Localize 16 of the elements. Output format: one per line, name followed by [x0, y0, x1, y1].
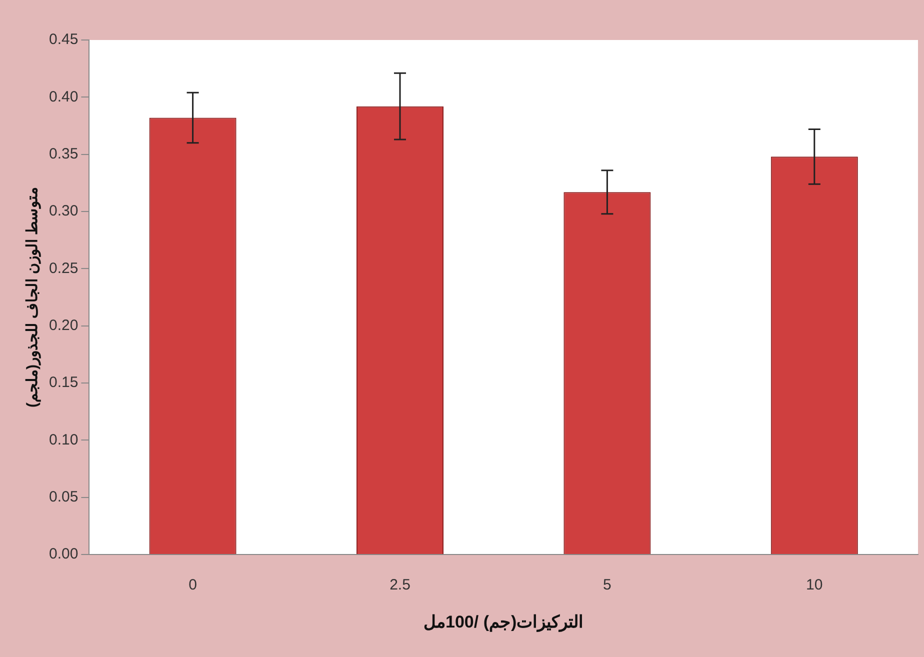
y-tick-label: 0.45: [48, 31, 78, 48]
x-tick-label: 5: [603, 576, 612, 594]
y-tick-label: 0.10: [48, 431, 78, 448]
y-axis-title: متوسط الوزن الجاف للجذور(ملجم): [24, 187, 42, 408]
x-tick-label: 10: [806, 576, 823, 594]
y-tick-label: 0.15: [48, 374, 78, 392]
y-tick-label: 0.35: [48, 145, 78, 162]
y-tick-label: 0.30: [48, 202, 78, 220]
x-tick-label: 0: [188, 576, 197, 594]
x-tick-label: 2.5: [390, 576, 410, 594]
y-tick-label: 0.05: [48, 488, 78, 506]
y-tick-label: 0.00: [48, 546, 78, 563]
x-axis-title: التركيزات(جم) /100مل: [424, 612, 584, 632]
y-tick-label: 0.20: [48, 317, 78, 334]
y-tick-label: 0.40: [48, 88, 78, 106]
y-tick-label: 0.25: [48, 260, 78, 277]
